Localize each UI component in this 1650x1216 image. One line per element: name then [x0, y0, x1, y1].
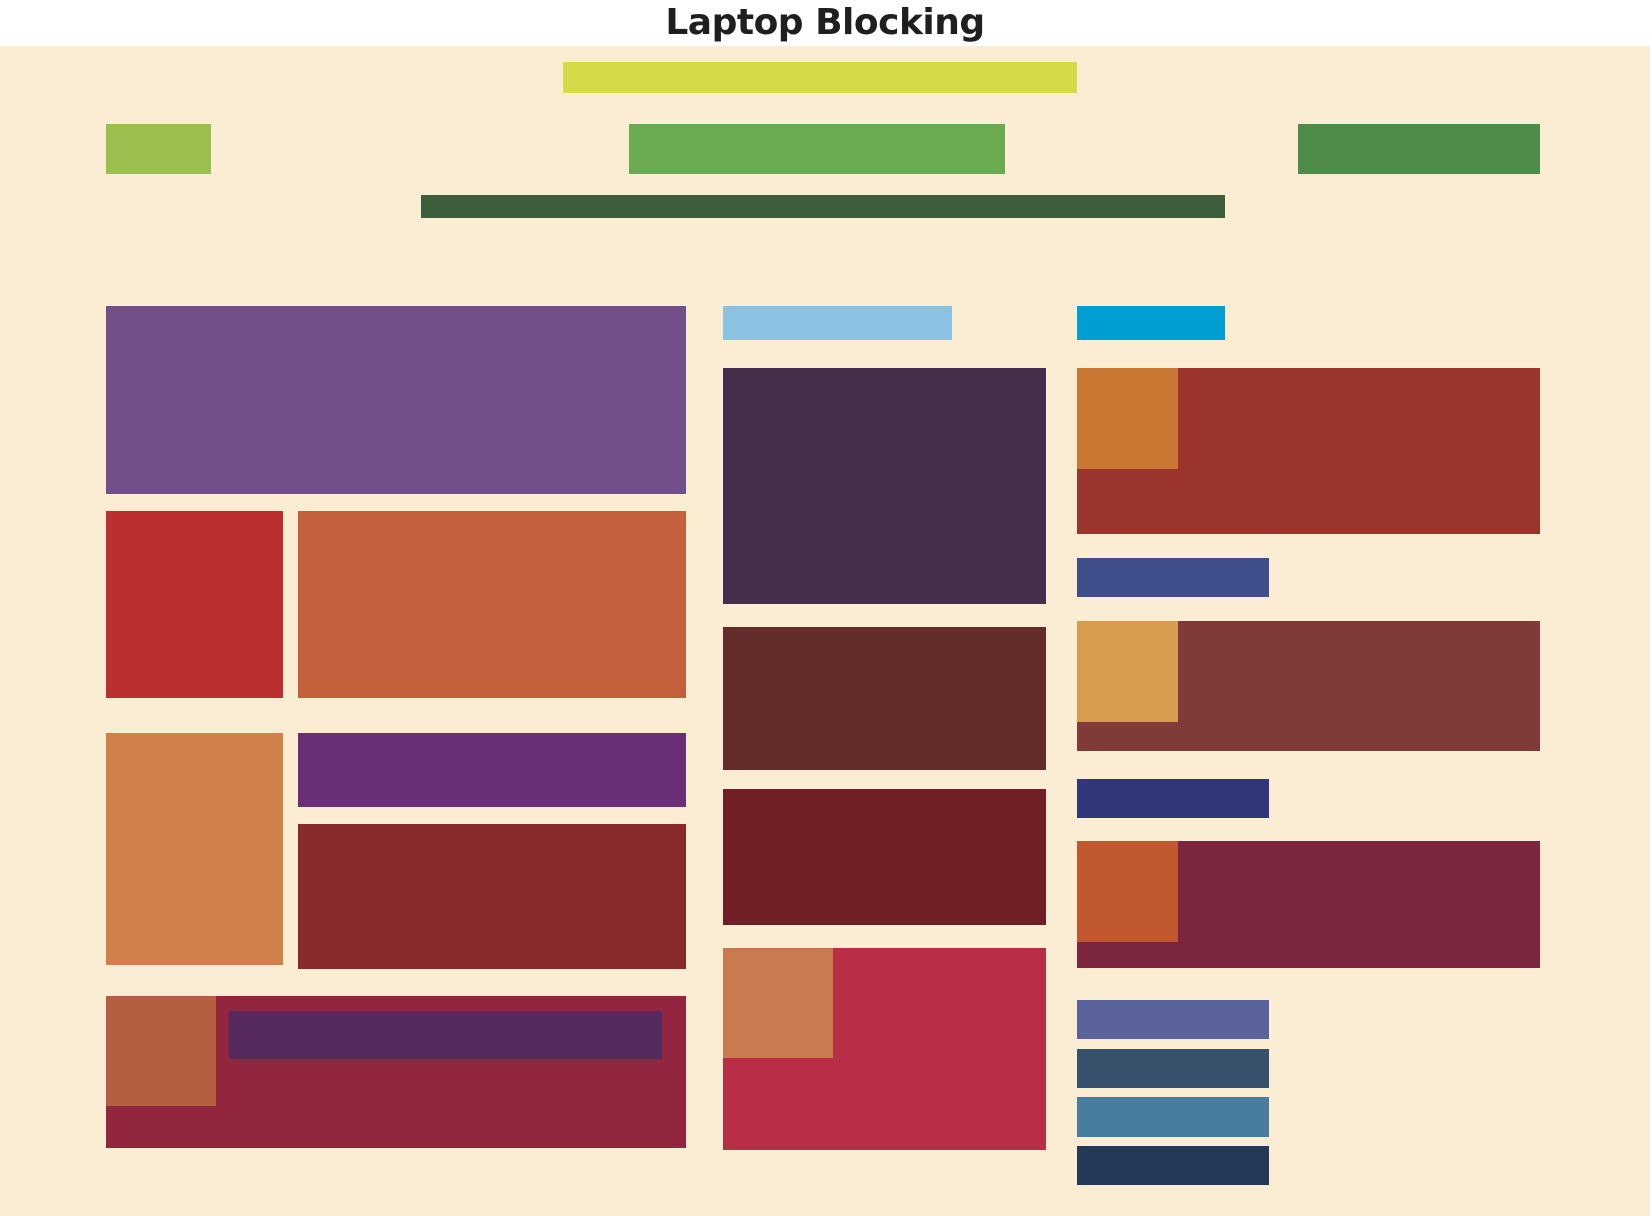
list-item-slate [1077, 1049, 1269, 1088]
tile-violet-bar [298, 733, 686, 807]
tile-red [106, 511, 283, 698]
card-3-thumb [1077, 841, 1178, 942]
subnav-bar-forest [421, 195, 1225, 218]
header-bar-yellow [563, 62, 1077, 93]
label-cyan [1077, 306, 1225, 340]
panel-crimson-thumb [723, 948, 833, 1058]
card-2-thumb [1077, 621, 1178, 722]
footer-bar-plum [229, 1011, 662, 1059]
label-skyblue [723, 306, 952, 340]
nav-block-green [629, 124, 1005, 174]
tile-orange-tall [106, 733, 283, 965]
nav-block-darkgreen [1298, 124, 1540, 174]
hero-block-purple [106, 306, 686, 494]
panel-brown [723, 627, 1046, 770]
nav-block-lime [106, 124, 211, 174]
tag-navy [1077, 779, 1269, 818]
tile-orange-wide [298, 511, 686, 698]
tag-blue-1 [1077, 558, 1269, 597]
list-item-steel [1077, 1097, 1269, 1137]
card-1-thumb [1077, 368, 1178, 469]
panel-dark-red [723, 789, 1046, 925]
page-title: Laptop Blocking [665, 2, 985, 43]
footer-thumb-rust [106, 996, 216, 1106]
tile-maroon [298, 824, 686, 969]
list-item-midnight [1077, 1146, 1269, 1185]
panel-dark-plum [723, 368, 1046, 604]
blocking-canvas [0, 46, 1650, 1216]
list-item-periwinkle [1077, 1000, 1269, 1039]
